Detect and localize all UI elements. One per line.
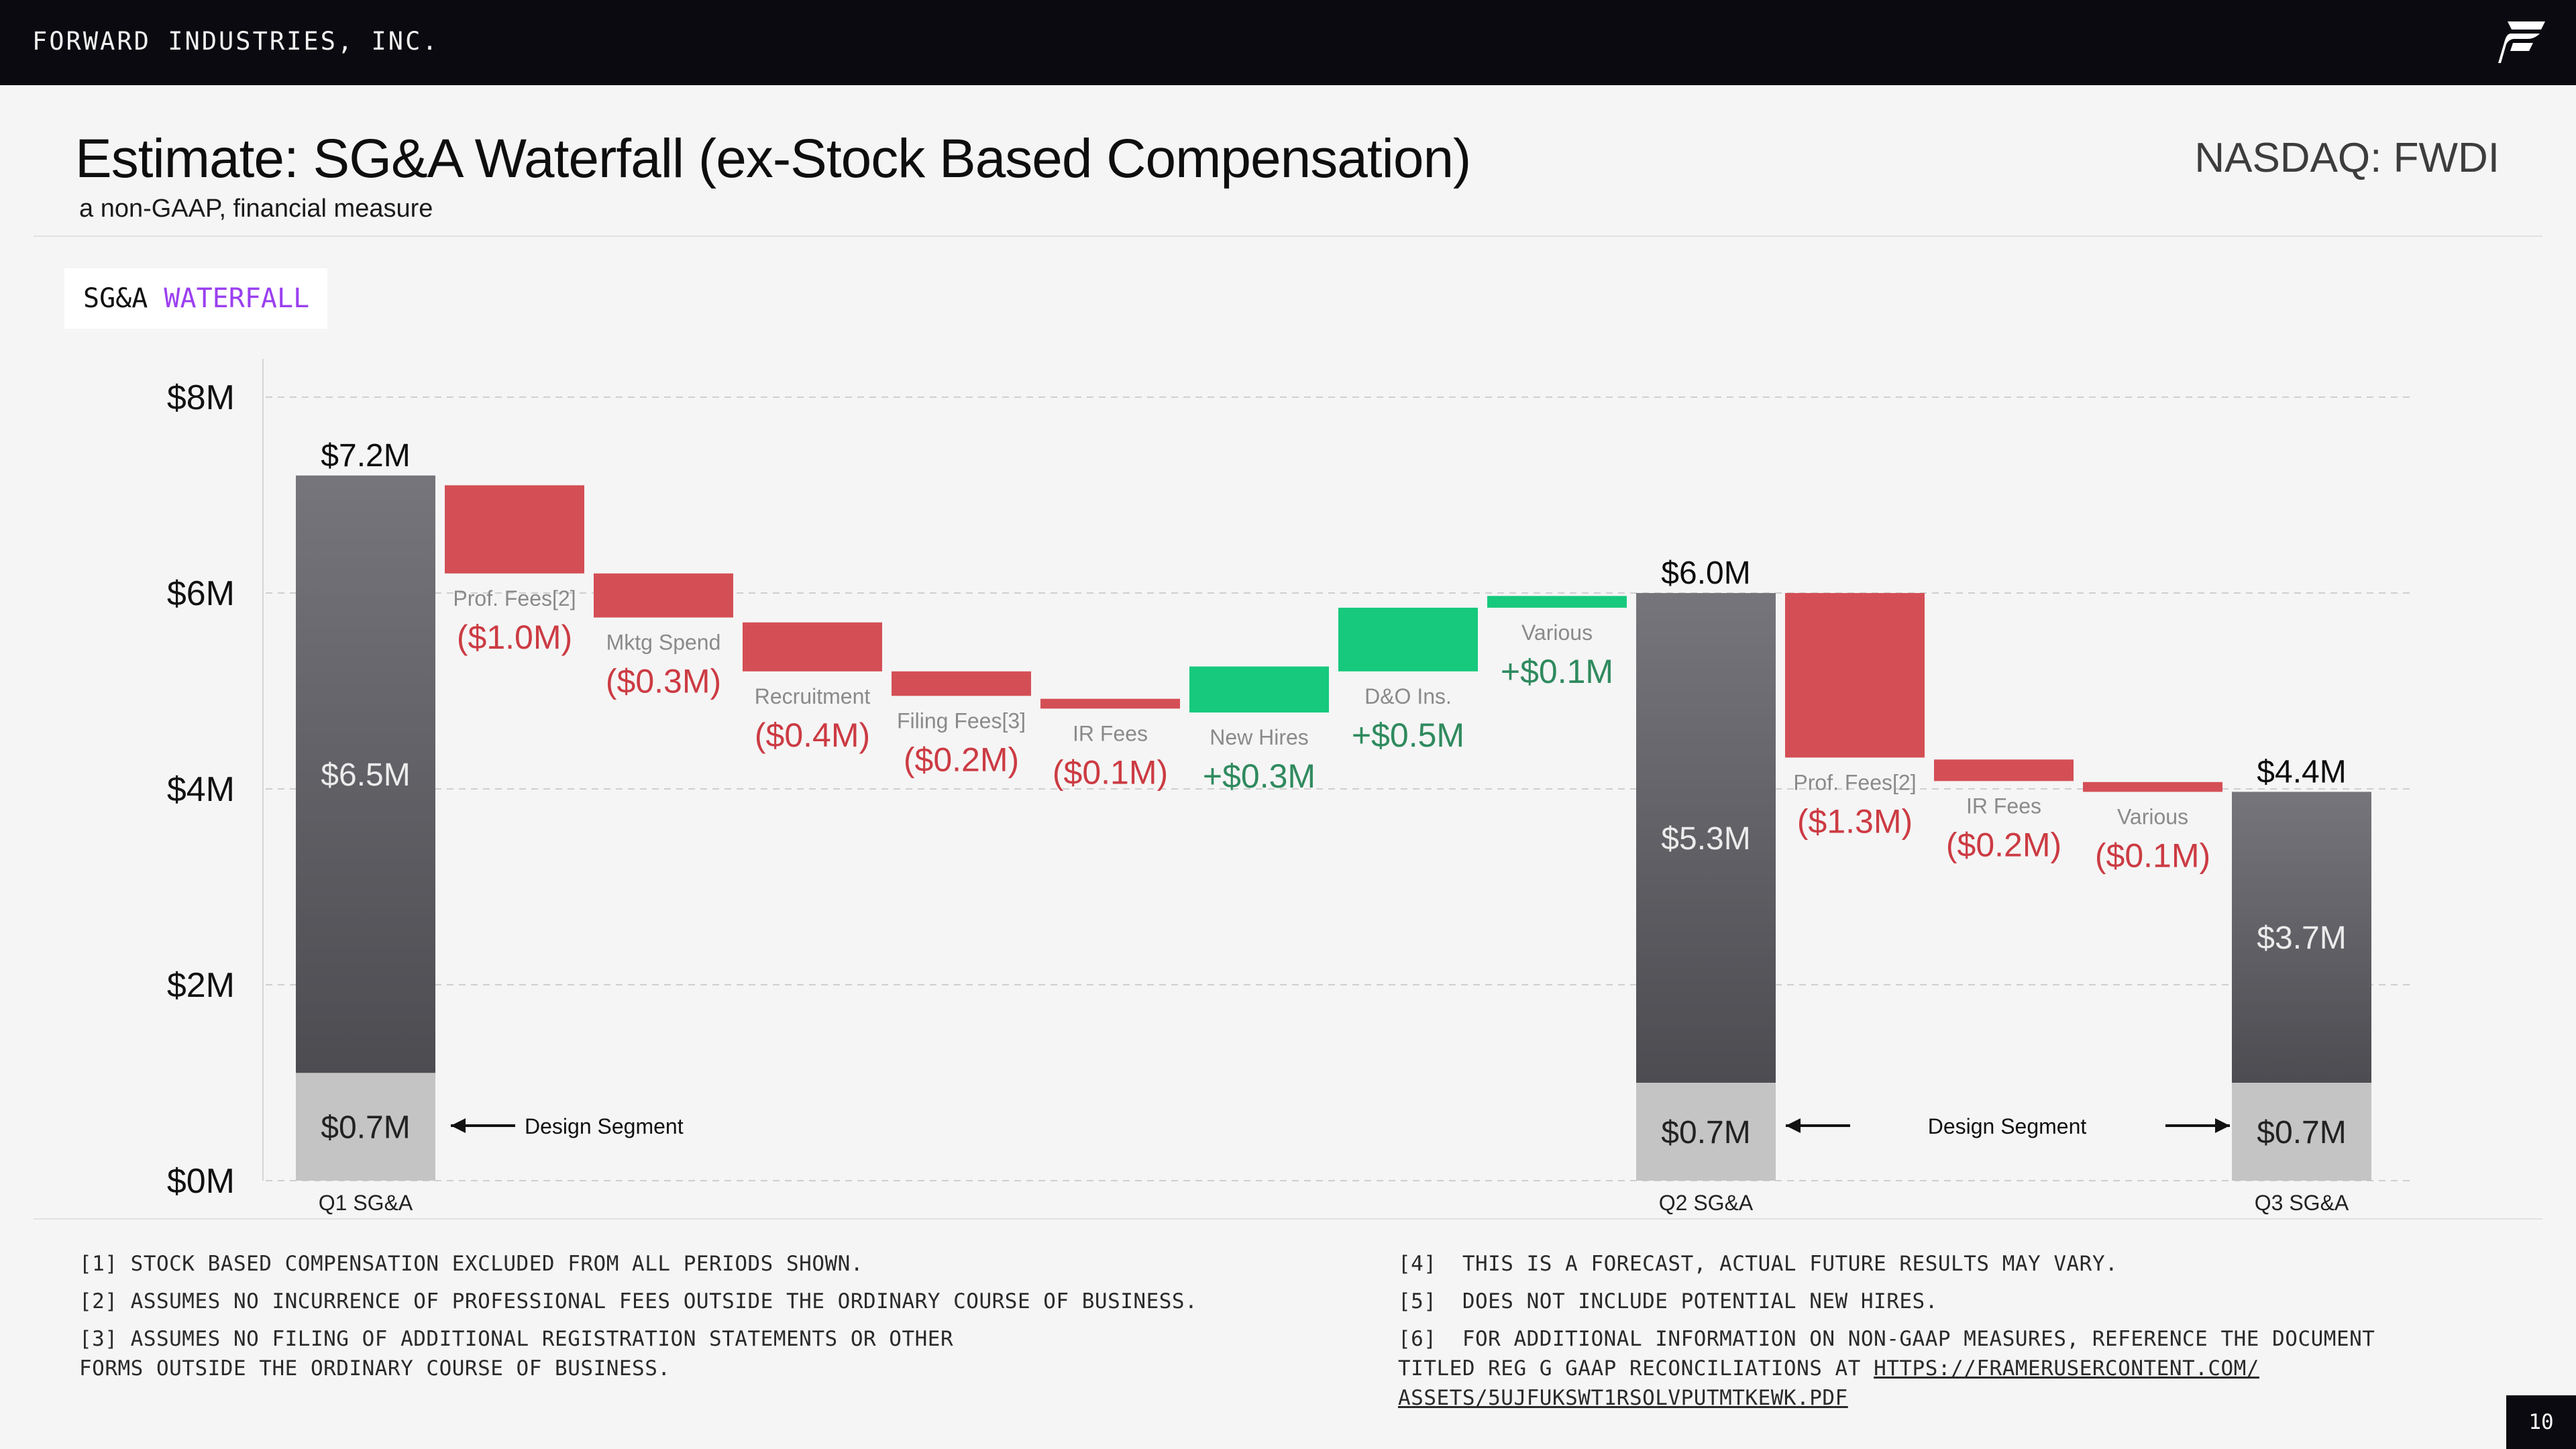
change-category-label: IR Fees: [1966, 794, 2041, 818]
total-value-label: $4.4M: [2257, 754, 2346, 790]
design-segment-annotation: Design Segment: [525, 1114, 684, 1138]
change-value-label: ($0.2M): [1946, 826, 2061, 863]
footnote-1: [1] STOCK BASED COMPENSATION EXCLUDED FR…: [79, 1252, 863, 1276]
y-tick-label: $8M: [167, 378, 235, 417]
change-value-label: ($0.3M): [606, 663, 721, 700]
company-name: FORWARD INDUSTRIES, INC.: [32, 27, 439, 56]
footnote-divider: [34, 1218, 2542, 1220]
total-bar: [296, 475, 435, 1073]
document-link[interactable]: HTTPS://FRAMERUSERCONTENT.COM/: [1874, 1356, 2259, 1381]
waterfall-chart: $0M $2M $4M $6M $8M $7.2M $6.5M $0.7M Q1 SG&A Pro…: [167, 359, 2415, 1215]
remainder-value-label: $6.5M: [321, 757, 410, 793]
remainder-value-label: $5.3M: [1661, 821, 1750, 857]
y-tick-label: $2M: [167, 966, 235, 1005]
footnote-6-line3: ASSETS/5UJFUKSWT1RSOLVPUTMTKEWK.PDF: [1398, 1383, 2375, 1413]
change-value-label: ($0.2M): [904, 741, 1019, 778]
section-label-accent: WATERFALL: [164, 283, 310, 314]
footnotes-right: [4] THIS IS A FORECAST, ACTUAL FUTURE RE…: [1398, 1249, 2375, 1413]
increase-bar: [1338, 607, 1478, 672]
page-number: 10: [2506, 1395, 2576, 1449]
header-divider: [34, 235, 2542, 237]
change-value-label: ($1.0M): [457, 619, 572, 656]
total-bar: [1636, 593, 1776, 1083]
change-category-label: IR Fees: [1073, 721, 1148, 745]
change-category-label: Various: [2117, 804, 2188, 828]
decrease-bar: [1040, 698, 1180, 709]
x-category-label: Q2 SG&A: [1659, 1191, 1754, 1215]
change-category-label: Mktg Spend: [606, 631, 721, 655]
change-category-label: Various: [1521, 621, 1593, 645]
change-value-label: ($0.1M): [1053, 753, 1168, 791]
slide-subtitle: a non-GAAP, financial measure: [79, 195, 433, 223]
x-category-label: Q3 SG&A: [2255, 1191, 2349, 1215]
decrease-bar: [445, 485, 584, 574]
segment-value-label: $0.7M: [321, 1110, 410, 1146]
footnote-3-continued: FORMS OUTSIDE THE ORDINARY COURSE OF BUS…: [79, 1356, 671, 1381]
total-value-label: $7.2M: [321, 438, 410, 474]
change-value-label: +$0.3M: [1203, 757, 1316, 795]
change-category-label: D&O Ins.: [1364, 684, 1452, 708]
change-value-label: +$0.1M: [1501, 653, 1613, 690]
footnote-6: [6] FOR ADDITIONAL INFORMATION ON NON-GA…: [1398, 1327, 2375, 1351]
change-category-label: Recruitment: [755, 684, 871, 708]
forward-f-logo-icon[interactable]: [2498, 20, 2546, 64]
remainder-value-label: $3.7M: [2257, 920, 2346, 956]
y-tick-label: $6M: [167, 574, 235, 613]
change-value-label: +$0.5M: [1352, 716, 1464, 754]
document-link-continued[interactable]: ASSETS/5UJFUKSWT1RSOLVPUTMTKEWK.PDF: [1398, 1386, 1848, 1410]
increase-bar: [1487, 596, 1627, 608]
decrease-bar: [892, 671, 1031, 696]
annotation-arrow-head: [1786, 1118, 1801, 1133]
change-value-label: ($0.1M): [2095, 837, 2210, 874]
change-category-label: Prof. Fees[2]: [1793, 770, 1916, 794]
annotation-arrow-head: [2215, 1118, 2230, 1133]
design-segment-bar: [296, 1073, 435, 1181]
design-segment-bar: [2232, 1083, 2371, 1181]
increase-bar: [1189, 666, 1329, 713]
design-segment-bar: [1636, 1083, 1776, 1181]
slide-title: Estimate: SG&A Waterfall (ex-Stock Based…: [75, 128, 1471, 189]
decrease-bar: [2083, 782, 2222, 792]
footnote-3: [3] ASSUMES NO FILING OF ADDITIONAL REGI…: [79, 1327, 954, 1351]
x-category-label: Q1 SG&A: [319, 1191, 413, 1215]
footnote-5: [5] DOES NOT INCLUDE POTENTIAL NEW HIRES…: [1398, 1289, 1938, 1313]
change-category-label: Prof. Fees[2]: [453, 586, 576, 610]
ticker-label: NASDAQ: FWDI: [2194, 135, 2500, 181]
footnote-4: [4] THIS IS A FORECAST, ACTUAL FUTURE RE…: [1398, 1252, 2118, 1276]
y-tick-label: $0M: [167, 1162, 235, 1201]
change-category-label: New Hires: [1210, 725, 1309, 749]
section-label-main: SG&A: [83, 283, 148, 314]
total-value-label: $6.0M: [1661, 555, 1750, 591]
design-segment-annotation: Design Segment: [1928, 1114, 2087, 1138]
decrease-bar: [1785, 593, 1925, 758]
change-value-label: ($1.3M): [1797, 802, 1913, 840]
footnote-6-text: TITLED REG G GAAP RECONCILIATIONS AT: [1398, 1356, 1874, 1381]
top-bar: FORWARD INDUSTRIES, INC.: [0, 0, 2576, 85]
decrease-bar: [594, 573, 733, 618]
segment-value-label: $0.7M: [2257, 1115, 2346, 1150]
footnote-6-line2: TITLED REG G GAAP RECONCILIATIONS AT HTT…: [1398, 1354, 2375, 1383]
total-bar: [2232, 792, 2371, 1083]
change-category-label: Filing Fees[3]: [897, 708, 1026, 733]
annotation-arrow-head: [451, 1118, 466, 1133]
y-tick-label: $4M: [167, 770, 235, 809]
change-value-label: ($0.4M): [755, 716, 870, 754]
segment-value-label: $0.7M: [1661, 1115, 1750, 1150]
footnotes-left: [1] STOCK BASED COMPENSATION EXCLUDED FR…: [79, 1249, 1197, 1383]
footnote-2: [2] ASSUMES NO INCURRENCE OF PROFESSIONA…: [79, 1289, 1198, 1313]
decrease-bar: [1934, 759, 2074, 782]
decrease-bar: [743, 622, 882, 672]
section-label: SG&A WATERFALL: [64, 268, 327, 329]
